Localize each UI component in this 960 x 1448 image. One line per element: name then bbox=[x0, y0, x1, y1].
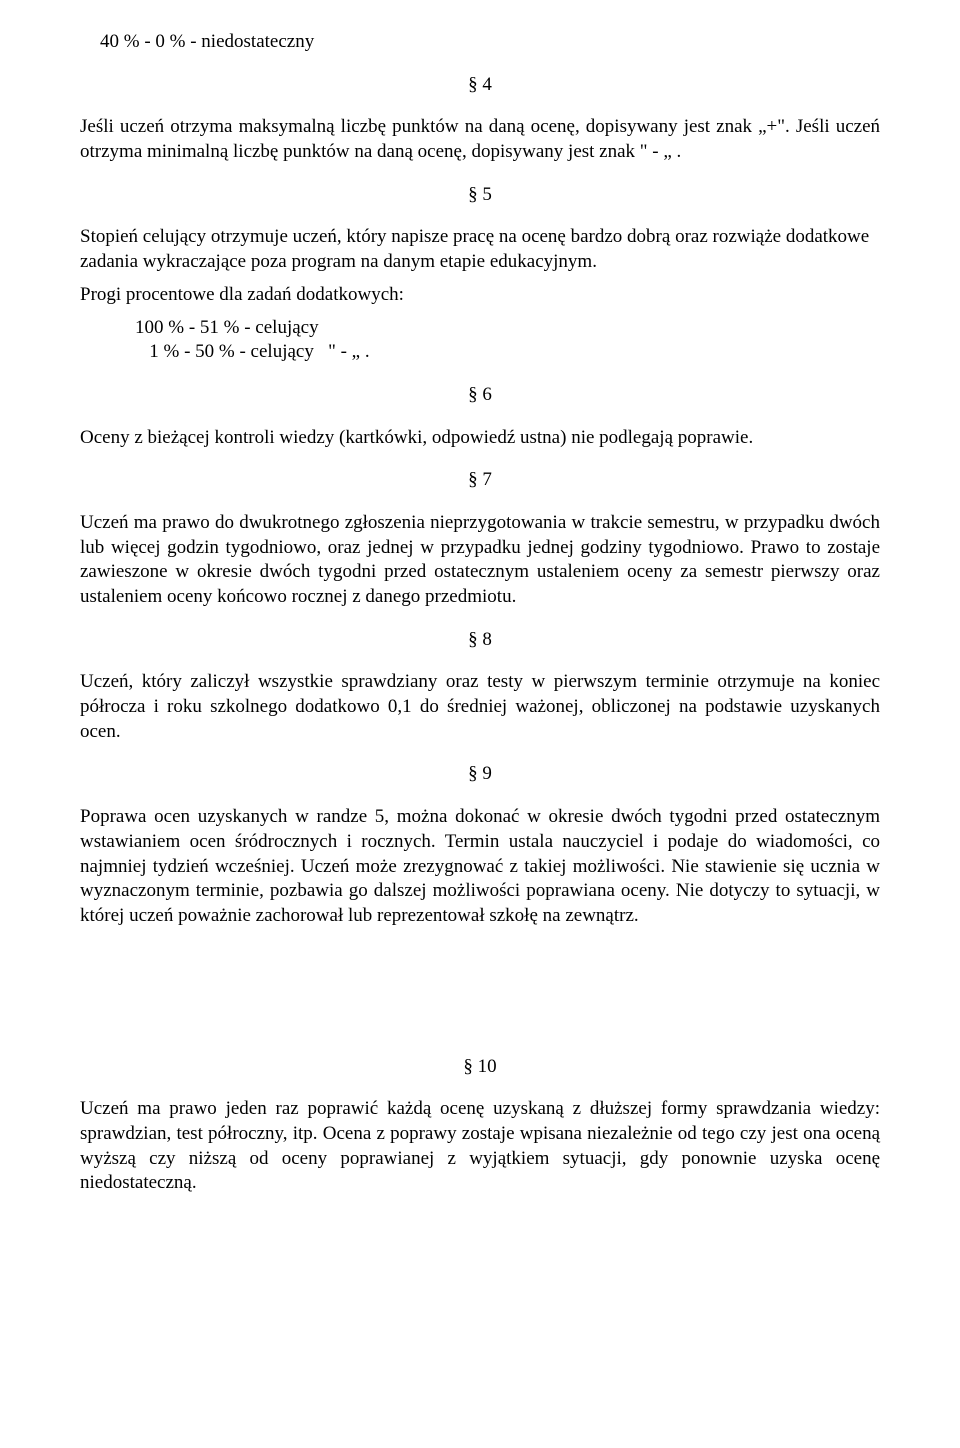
section-9-heading: § 9 bbox=[80, 762, 880, 787]
section-10-heading: § 10 bbox=[80, 1055, 880, 1080]
section-6-paragraph: Oceny z bieżącej kontroli wiedzy (kartkó… bbox=[80, 426, 880, 451]
threshold-line: 40 % - 0 % - niedostateczny bbox=[80, 30, 880, 55]
section-5-heading: § 5 bbox=[80, 183, 880, 208]
section-8-heading: § 8 bbox=[80, 628, 880, 653]
threshold-item-2: 1 % - 50 % - celujący " - „ . bbox=[135, 340, 880, 365]
vertical-gap bbox=[80, 947, 880, 1037]
section-4-paragraph: Jeśli uczeń otrzyma maksymalną liczbę pu… bbox=[80, 115, 880, 164]
section-5-paragraph-2: Progi procentowe dla zadań dodatkowych: bbox=[80, 283, 880, 308]
section-5-paragraph-1: Stopień celujący otrzymuje uczeń, który … bbox=[80, 225, 880, 274]
section-6-heading: § 6 bbox=[80, 383, 880, 408]
section-7-heading: § 7 bbox=[80, 468, 880, 493]
section-10-paragraph: Uczeń ma prawo jeden raz poprawić każdą … bbox=[80, 1097, 880, 1196]
threshold-list: 100 % - 51 % - celujący 1 % - 50 % - cel… bbox=[80, 316, 880, 365]
threshold-item-1: 100 % - 51 % - celujący bbox=[135, 316, 880, 341]
section-9-paragraph: Poprawa ocen uzyskanych w randze 5, możn… bbox=[80, 805, 880, 928]
document-page: 40 % - 0 % - niedostateczny § 4 Jeśli uc… bbox=[0, 0, 960, 1448]
section-7-paragraph: Uczeń ma prawo do dwukrotnego zgłoszenia… bbox=[80, 511, 880, 610]
section-8-paragraph: Uczeń, który zaliczył wszystkie sprawdzi… bbox=[80, 670, 880, 744]
section-4-heading: § 4 bbox=[80, 73, 880, 98]
